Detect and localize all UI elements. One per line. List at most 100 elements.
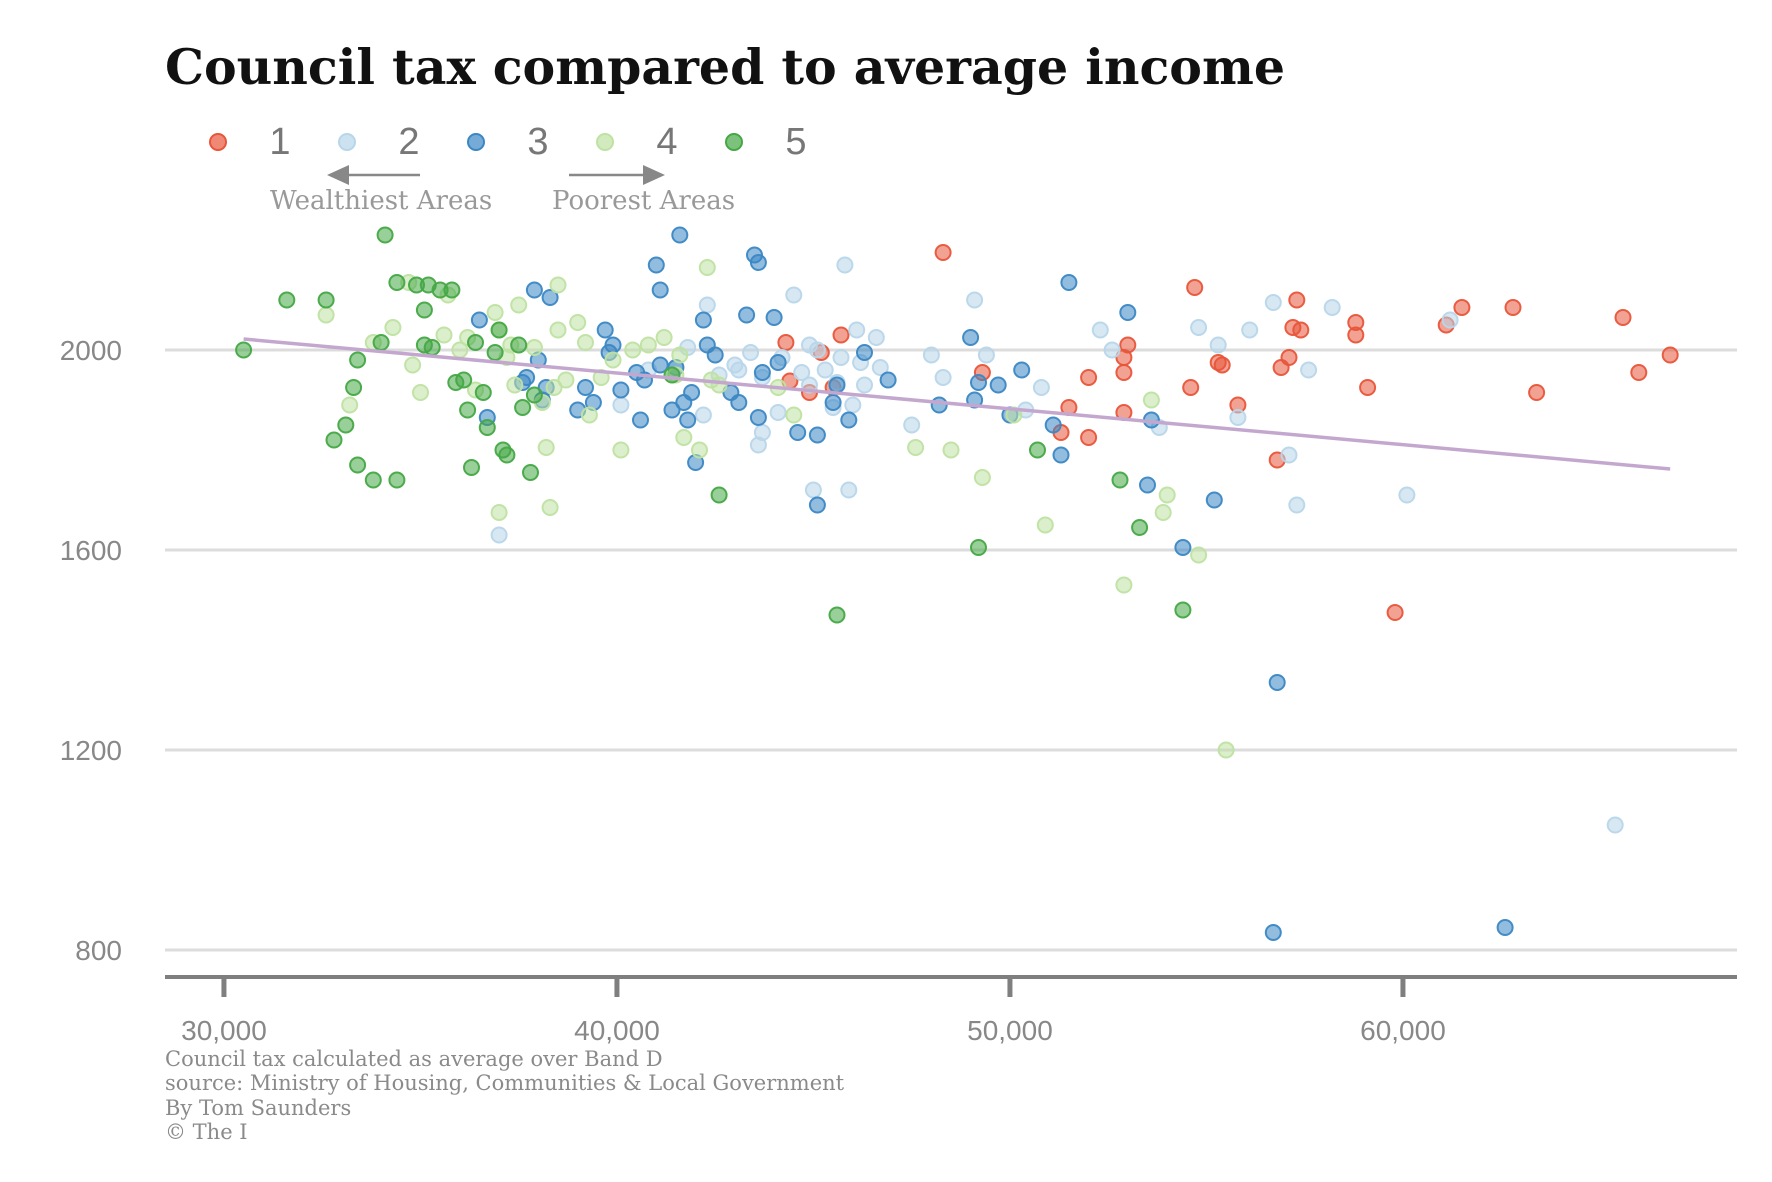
data-point-series-3 bbox=[577, 379, 594, 396]
left-arrow-head bbox=[327, 165, 349, 185]
data-point-series-4 bbox=[525, 339, 543, 356]
data-point-series-4 bbox=[510, 296, 528, 314]
footer-note: Council tax calculated as average over B… bbox=[165, 1047, 663, 1071]
data-point-series-4 bbox=[384, 319, 402, 336]
right-arrow-head bbox=[643, 165, 665, 185]
data-point-series-5 bbox=[349, 456, 367, 474]
x-axis: 30,000 40,000 50,000 60,000 bbox=[165, 975, 1737, 1046]
data-point-series-4 bbox=[1142, 391, 1160, 409]
data-point-series-1 bbox=[832, 326, 850, 344]
data-point-series-2 bbox=[836, 256, 854, 274]
data-point-series-2 bbox=[1091, 321, 1109, 339]
y-tick-label: 2000 bbox=[60, 335, 122, 366]
data-point-series-5 bbox=[498, 446, 516, 464]
data-point-series-4 bbox=[490, 504, 508, 521]
data-point-series-5 bbox=[337, 416, 355, 434]
data-point-series-1 bbox=[1630, 364, 1648, 381]
data-point-series-4 bbox=[545, 379, 563, 396]
data-point-series-5 bbox=[388, 274, 406, 291]
data-point-series-5 bbox=[372, 334, 390, 351]
data-point-series-3 bbox=[1060, 274, 1078, 291]
data-point-series-3 bbox=[989, 376, 1007, 394]
data-point-series-2 bbox=[848, 321, 866, 339]
data-point-series-4 bbox=[341, 396, 359, 414]
data-point-series-4 bbox=[549, 321, 567, 339]
data-point-series-1 bbox=[1386, 604, 1404, 621]
legend-label: 5 bbox=[785, 121, 806, 163]
data-point-series-5 bbox=[278, 291, 296, 309]
data-point-series-4 bbox=[412, 384, 429, 401]
data-point-series-2 bbox=[694, 406, 712, 424]
x-tick-label: 50,000 bbox=[967, 1015, 1053, 1046]
data-point-series-5 bbox=[345, 379, 363, 396]
data-point-series-5 bbox=[455, 371, 473, 389]
data-point-series-2 bbox=[785, 286, 803, 304]
data-point-series-1 bbox=[1453, 299, 1471, 316]
data-point-series-1 bbox=[1504, 299, 1522, 316]
data-point-series-3 bbox=[840, 411, 858, 429]
footer-source: source: Ministry of Housing, Communities… bbox=[165, 1071, 845, 1095]
data-point-series-2 bbox=[1190, 319, 1208, 336]
data-point-series-2 bbox=[1280, 446, 1298, 464]
data-point-series-4 bbox=[435, 326, 453, 344]
data-point-series-3 bbox=[808, 426, 826, 444]
data-point-series-2 bbox=[867, 329, 885, 346]
data-point-series-4 bbox=[580, 406, 598, 424]
footer: Council tax calculated as average over B… bbox=[165, 1047, 845, 1144]
data-point-series-2 bbox=[698, 296, 716, 314]
data-point-series-5 bbox=[474, 384, 492, 401]
data-point-series-5 bbox=[467, 334, 484, 351]
data-point-series-5 bbox=[486, 344, 504, 361]
data-point-series-4 bbox=[317, 306, 335, 324]
data-point-series-2 bbox=[1264, 294, 1282, 311]
data-point-series-2 bbox=[769, 404, 787, 421]
data-point-series-2 bbox=[753, 424, 771, 441]
legend-label: 3 bbox=[527, 121, 548, 163]
data-point-series-1 bbox=[934, 244, 952, 261]
data-point-series-2 bbox=[804, 481, 822, 499]
data-point-series-3 bbox=[632, 411, 649, 429]
data-point-series-3 bbox=[738, 306, 756, 324]
data-point-series-4 bbox=[675, 429, 693, 446]
data-point-series-5 bbox=[1131, 519, 1149, 536]
data-point-series-3 bbox=[1205, 491, 1223, 509]
data-point-series-3 bbox=[1119, 304, 1137, 321]
gridlines bbox=[165, 348, 1737, 952]
data-point-series-3 bbox=[541, 289, 559, 306]
data-point-series-4 bbox=[973, 469, 991, 486]
data-point-series-3 bbox=[1268, 674, 1286, 691]
data-point-series-5 bbox=[1029, 441, 1046, 459]
data-point-series-2 bbox=[1300, 361, 1318, 379]
data-point-series-3 bbox=[694, 311, 712, 329]
data-point-series-2 bbox=[793, 364, 811, 381]
data-point-series-3 bbox=[1139, 476, 1156, 494]
data-point-series-2 bbox=[1606, 816, 1624, 834]
data-point-series-2 bbox=[612, 396, 630, 414]
legend-marker bbox=[209, 133, 227, 151]
data-point-series-3 bbox=[651, 356, 669, 374]
data-point-series-5 bbox=[317, 291, 335, 309]
data-point-series-1 bbox=[1614, 309, 1632, 326]
data-point-series-2 bbox=[1398, 486, 1416, 504]
data-point-series-4 bbox=[486, 304, 504, 321]
data-point-series-1 bbox=[1115, 364, 1133, 381]
data-point-series-2 bbox=[742, 344, 760, 361]
y-tick-label: 1200 bbox=[60, 735, 122, 766]
data-point-series-1 bbox=[1347, 326, 1365, 344]
data-point-series-4 bbox=[1154, 504, 1172, 521]
data-point-series-4 bbox=[577, 334, 594, 351]
data-point-series-5 bbox=[525, 386, 543, 404]
data-point-series-1 bbox=[1528, 384, 1546, 401]
data-point-series-5 bbox=[423, 339, 441, 356]
data-point-series-5 bbox=[1111, 471, 1129, 489]
data-points bbox=[235, 226, 1679, 941]
footer-author: By Tom Saunders bbox=[165, 1096, 351, 1120]
data-point-series-4 bbox=[1115, 576, 1133, 594]
data-point-series-4 bbox=[604, 351, 622, 369]
legend-marker bbox=[467, 133, 485, 151]
legend: 1 2 3 4 5 bbox=[209, 121, 807, 163]
data-point-series-4 bbox=[506, 376, 524, 394]
data-point-series-2 bbox=[840, 481, 858, 499]
data-point-series-2 bbox=[844, 396, 862, 414]
legend-direction-notes: Wealthiest Areas Poorest Areas bbox=[270, 165, 735, 216]
